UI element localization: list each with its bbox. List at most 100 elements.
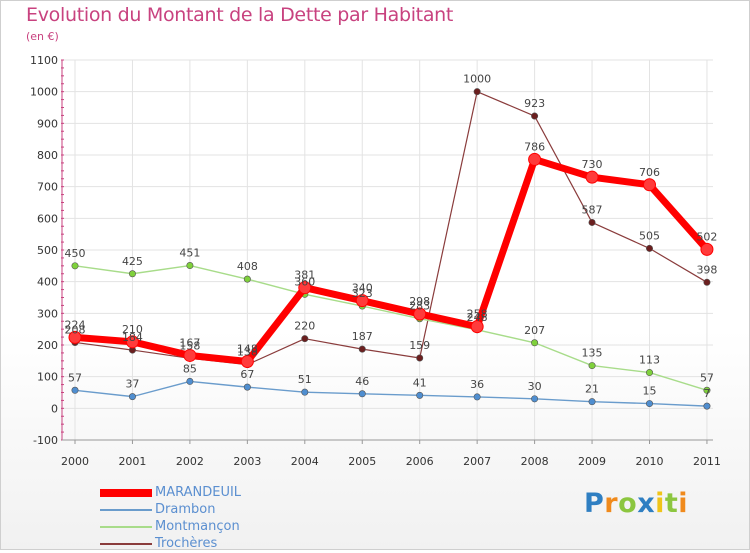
y-tick-label: 400 <box>37 276 58 289</box>
data-point <box>71 386 79 394</box>
data-label: 224 <box>65 318 86 331</box>
x-tick-label: 2002 <box>176 455 204 468</box>
data-point <box>355 294 369 308</box>
data-point <box>473 88 481 96</box>
series-line-marandeuil <box>71 155 711 365</box>
data-label: 450 <box>65 247 86 260</box>
y-tick-label: 300 <box>37 307 58 320</box>
x-tick-label: 2011 <box>693 455 721 468</box>
legend-label: MARANDEUIL <box>155 485 242 500</box>
data-label: 184 <box>122 331 143 344</box>
x-tick-label: 2009 <box>578 455 606 468</box>
legend-swatch <box>100 509 152 511</box>
data-label: 7 <box>703 387 710 400</box>
data-point <box>301 388 309 396</box>
logo-letter: t <box>664 488 679 519</box>
data-point <box>243 275 251 283</box>
logo-letter: i <box>655 488 665 519</box>
legend-label: Drambon <box>155 502 216 517</box>
data-point <box>128 393 136 401</box>
data-label: 298 <box>409 295 430 308</box>
logo-letter: o <box>618 488 638 519</box>
data-label: 41 <box>413 376 427 389</box>
data-label: 207 <box>524 324 545 337</box>
x-tick-label: 2001 <box>118 455 146 468</box>
data-point <box>240 354 254 368</box>
data-label: 187 <box>352 330 373 343</box>
logo-letter: i <box>678 488 689 519</box>
data-label: 21 <box>585 383 599 396</box>
legend-label: Trochères <box>155 536 218 551</box>
data-point <box>358 390 366 398</box>
data-label: 113 <box>639 354 660 367</box>
x-tick-label: 2005 <box>348 455 376 468</box>
y-tick-label: 1100 <box>30 54 58 67</box>
data-point <box>588 362 596 370</box>
data-point <box>473 393 481 401</box>
data-point <box>125 335 139 349</box>
data-label: 148 <box>237 342 258 355</box>
data-point <box>703 402 711 410</box>
data-label: 381 <box>294 269 315 282</box>
y-tick-label: 0 <box>51 402 58 415</box>
data-point <box>128 270 136 278</box>
data-label: 167 <box>179 336 200 349</box>
data-label: 67 <box>240 368 254 381</box>
x-tick-label: 2006 <box>406 455 434 468</box>
y-tick-label: 1000 <box>30 86 58 99</box>
data-label: 408 <box>237 260 258 273</box>
y-tick-label: 100 <box>37 371 58 384</box>
data-label: 85 <box>183 362 197 375</box>
data-point <box>645 244 653 252</box>
data-point <box>413 307 427 321</box>
chart-title: Evolution du Montant de la Dette par Hab… <box>26 4 454 26</box>
data-point <box>645 400 653 408</box>
data-label: 135 <box>582 347 603 360</box>
data-label: 451 <box>179 247 200 260</box>
x-tick-label: 2000 <box>61 455 89 468</box>
data-point <box>68 330 82 344</box>
data-label: 208 <box>65 323 86 336</box>
data-point <box>588 398 596 406</box>
legend-swatch <box>100 543 152 545</box>
data-label: 706 <box>639 166 660 179</box>
data-label: 220 <box>294 320 315 333</box>
data-label: 502 <box>696 230 717 243</box>
x-tick-label: 2003 <box>233 455 261 468</box>
data-point <box>416 391 424 399</box>
data-point <box>186 262 194 270</box>
data-point <box>645 369 653 377</box>
data-label: 46 <box>355 375 369 388</box>
data-label: 138 <box>237 346 258 359</box>
data-label: 360 <box>294 275 315 288</box>
series-line-montmançon <box>74 264 708 391</box>
data-label: 340 <box>352 282 373 295</box>
chart-subtitle: (en €) <box>26 30 59 43</box>
data-label: 425 <box>122 255 143 268</box>
data-point <box>588 218 596 226</box>
data-label: 210 <box>122 323 143 336</box>
axes: -100 0 100 200 300 400 500 600 700 800 900 1000 1100… <box>30 54 721 468</box>
grid-lines <box>62 59 713 441</box>
x-tick-label: 2004 <box>291 455 319 468</box>
y-tick-label: 800 <box>37 149 58 162</box>
data-label: 36 <box>470 378 484 391</box>
legend-swatch <box>100 526 152 528</box>
data-label: 283 <box>409 300 430 313</box>
data-point <box>301 335 309 343</box>
data-point <box>531 339 539 347</box>
data-label: 37 <box>125 378 139 391</box>
series-group <box>68 88 714 410</box>
y-tick-label: 500 <box>37 244 58 257</box>
data-label: 323 <box>352 287 373 300</box>
data-label: 248 <box>467 311 488 324</box>
y-tick-label: 900 <box>37 117 58 130</box>
data-label: 587 <box>582 203 603 216</box>
series-line-trochères <box>74 91 708 366</box>
legend-label: Montmançon <box>155 519 240 534</box>
data-point <box>643 178 656 192</box>
data-label: 1000 <box>463 73 491 86</box>
logo-letter: x <box>637 488 656 519</box>
x-tick-label: 2010 <box>636 455 664 468</box>
